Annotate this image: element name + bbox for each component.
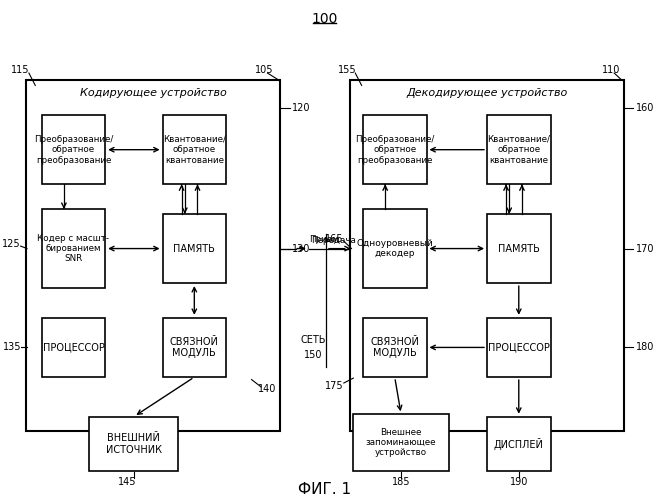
Bar <box>487 416 551 471</box>
Text: ПРОЦЕССОР: ПРОЦЕССОР <box>488 342 550 352</box>
Bar <box>42 209 105 288</box>
Text: Преобразование/
обратное
преобразование: Преобразование/ обратное преобразование <box>355 135 434 164</box>
Text: 185: 185 <box>392 477 410 487</box>
Text: ПРОЦЕССОР: ПРОЦЕССОР <box>43 342 104 352</box>
Text: 125: 125 <box>3 238 21 248</box>
Text: СЕТЬ: СЕТЬ <box>301 335 326 345</box>
Bar <box>42 318 105 377</box>
Text: ДИСПЛЕЙ: ДИСПЛЕЙ <box>494 438 544 450</box>
Text: Передача: Передача <box>310 236 356 244</box>
Text: Квантование/
обратное
квантование: Квантование/ обратное квантование <box>487 135 550 164</box>
Text: Квантование/
обратное
квантование: Квантование/ обратное квантование <box>163 135 226 164</box>
Text: 170: 170 <box>635 244 654 254</box>
Text: 150: 150 <box>304 350 322 360</box>
Text: ПАМЯТЬ: ПАМЯТЬ <box>174 244 215 254</box>
Bar <box>162 318 226 377</box>
Text: 105: 105 <box>255 64 274 74</box>
Text: 180: 180 <box>635 342 654 352</box>
Text: 100: 100 <box>312 12 338 26</box>
Text: Прием: Прием <box>309 234 339 244</box>
Text: 140: 140 <box>258 384 276 394</box>
Bar <box>487 214 551 283</box>
Bar <box>89 416 178 471</box>
Text: 135: 135 <box>3 342 21 352</box>
Bar <box>363 209 426 288</box>
Text: Кодер с масшт-
бированием
SNR: Кодер с масшт- бированием SNR <box>37 234 109 264</box>
Bar <box>363 318 426 377</box>
Bar <box>162 115 226 184</box>
Bar <box>26 80 280 432</box>
Text: СВЯЗНОЙ
МОДУЛЬ: СВЯЗНОЙ МОДУЛЬ <box>170 336 219 358</box>
Text: Декодирующее устройство: Декодирующее устройство <box>406 88 568 98</box>
Text: 110: 110 <box>602 64 620 74</box>
Text: 145: 145 <box>119 477 137 487</box>
Text: ВНЕШНИЙ
ИСТОЧНИК: ВНЕШНИЙ ИСТОЧНИК <box>106 433 162 454</box>
Text: 175: 175 <box>325 381 344 391</box>
Text: 160: 160 <box>635 102 654 113</box>
Text: 130: 130 <box>292 244 310 254</box>
Text: Кодирующее устройство: Кодирующее устройство <box>80 88 227 98</box>
Text: ФИГ. 1: ФИГ. 1 <box>298 482 351 498</box>
Bar <box>42 115 105 184</box>
Bar <box>162 214 226 283</box>
Text: 115: 115 <box>11 64 30 74</box>
Text: 190: 190 <box>510 477 528 487</box>
Text: 155: 155 <box>338 64 356 74</box>
Text: 120: 120 <box>292 102 310 113</box>
Bar <box>487 318 551 377</box>
Bar <box>353 414 449 471</box>
Text: Преобразование/
обратное
преобразование: Преобразование/ обратное преобразование <box>34 135 113 164</box>
Text: Одноуровневый
декодер: Одноуровневый декодер <box>356 239 433 258</box>
Text: ПАМЯТЬ: ПАМЯТЬ <box>498 244 540 254</box>
Text: СВЯЗНОЙ
МОДУЛЬ: СВЯЗНОЙ МОДУЛЬ <box>370 336 419 358</box>
Bar <box>350 80 624 432</box>
Bar <box>487 115 551 184</box>
Text: Внешнее
запоминающее
устройство: Внешнее запоминающее устройство <box>366 428 436 458</box>
Bar <box>363 115 426 184</box>
Text: 165: 165 <box>325 234 343 243</box>
